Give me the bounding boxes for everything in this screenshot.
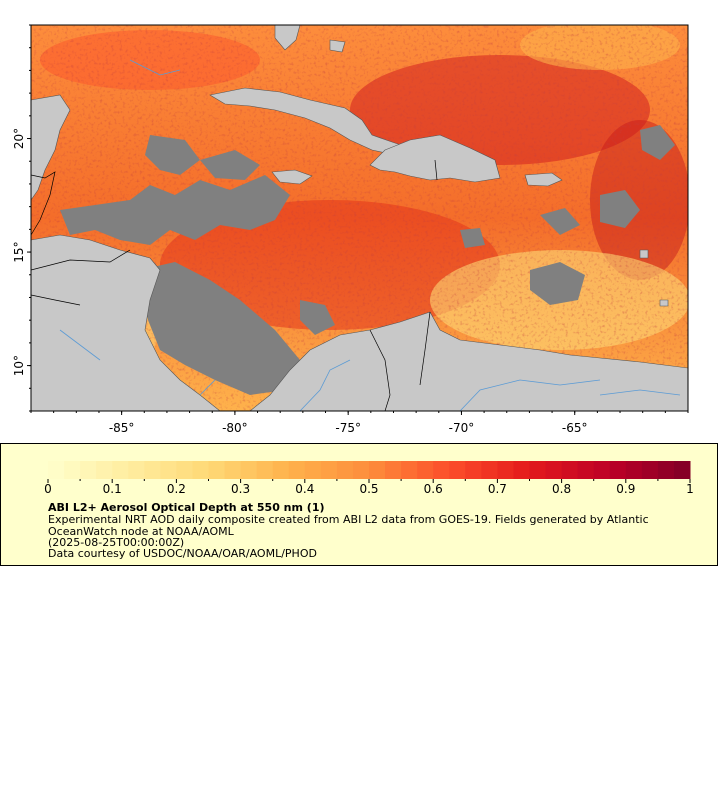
x-axis: -85° -80° -75° -70° -65°	[30, 411, 689, 435]
y-tick-label: 20°	[12, 128, 26, 149]
colorbar-tick-label: 0.3	[231, 482, 250, 496]
y-tick-label: 10°	[12, 355, 26, 376]
legend-credit: Data courtesy of USDOC/NOAA/OAR/AOML/PHO…	[48, 547, 317, 560]
colorbar-cell	[48, 461, 65, 479]
colorbar-cell	[625, 461, 643, 479]
colorbar-cell	[80, 461, 97, 479]
colorbar-tick-label: 0.8	[552, 482, 571, 496]
legend-description: Experimental NRT AOD daily composite cre…	[48, 514, 649, 537]
colorbar-tick-label: 0.6	[424, 482, 443, 496]
colorbar-ticks: 0 0.1 0.2 0.3 0.4 0.5 0.6 0.7 0.8 0.9 1	[44, 479, 694, 496]
colorbar: 0 0.1 0.2 0.3 0.4 0.5 0.6 0.7 0.8 0.9 1	[44, 461, 694, 496]
colorbar-cell	[673, 461, 691, 479]
colorbar-cell	[352, 461, 370, 479]
colorbar-cell	[433, 461, 450, 479]
land-masses	[31, 25, 688, 411]
colorbar-cell	[481, 461, 498, 479]
colorbar-cell	[336, 461, 354, 479]
country-borders	[31, 159, 438, 411]
colorbar-cell	[224, 461, 242, 479]
colorbar-cell	[304, 461, 322, 479]
colorbar-cells	[48, 461, 691, 479]
rivers	[59, 59, 681, 411]
colorbar-tick-label: 1	[686, 482, 694, 496]
y-tick-label: 15°	[12, 241, 26, 262]
x-tick-label: -80°	[222, 421, 248, 435]
colorbar-cell	[128, 461, 145, 479]
legend-description-line: OceanWatch node at NOAA/AOML	[48, 524, 234, 538]
legend-date: (2025-08-25T00:00:00Z)	[48, 536, 185, 549]
colorbar-cell	[256, 461, 274, 479]
legend-panel: 0 0.1 0.2 0.3 0.4 0.5 0.6 0.7 0.8 0.9 1 ABI L2+ Ae…	[0, 443, 718, 566]
no-data-regions	[40, 125, 675, 395]
colorbar-tick-label: 0.9	[616, 482, 635, 496]
x-tick-label: -85°	[109, 421, 135, 435]
colorbar-cell	[465, 461, 482, 479]
colorbar-cell	[64, 461, 81, 479]
colorbar-cell	[401, 461, 418, 479]
colorbar-cell	[577, 461, 595, 479]
map-plot-area	[31, 25, 688, 411]
colorbar-cell	[144, 461, 161, 479]
colorbar-cell	[609, 461, 627, 479]
colorbar-cell	[385, 461, 402, 479]
colorbar-cell	[497, 461, 514, 479]
x-tick-label: -65°	[562, 421, 588, 435]
colorbar-cell	[593, 461, 611, 479]
colorbar-cell	[641, 461, 659, 479]
legend-description-line: Experimental NRT AOD daily composite cre…	[48, 513, 649, 526]
legend-title: ABI L2+ Aerosol Optical Depth at 550 nm …	[48, 501, 325, 514]
colorbar-cell	[545, 461, 563, 479]
colorbar-tick-label: 0	[44, 482, 52, 496]
colorbar-cell	[112, 461, 129, 479]
colorbar-cell	[176, 461, 193, 479]
colorbar-cell	[513, 461, 530, 479]
colorbar-cell	[657, 461, 675, 479]
colorbar-cell	[561, 461, 579, 479]
map-frame	[30, 24, 689, 412]
y-axis: 20° 15° 10°	[12, 24, 31, 412]
colorbar-tick-label: 0.2	[167, 482, 186, 496]
colorbar-cell	[160, 461, 177, 479]
colorbar-tick-label: 0.1	[103, 482, 122, 496]
x-tick-label: -70°	[449, 421, 475, 435]
aod-map: -85° -80° -75° -70° -65° 20° 15° 10°	[12, 24, 689, 435]
colorbar-tick-label: 0.7	[488, 482, 507, 496]
colorbar-tick-label: 0.4	[295, 482, 314, 496]
map-area: -85° -80° -75° -70° -65° 20° 15° 10°	[12, 24, 689, 435]
colorbar-cell	[240, 461, 258, 479]
x-tick-label: -75°	[335, 421, 361, 435]
colorbar-tick-label: 0.5	[359, 482, 378, 496]
colorbar-cell	[529, 461, 547, 479]
colorbar-cell	[417, 461, 434, 479]
colorbar-cell	[449, 461, 466, 479]
colorbar-cell	[320, 461, 338, 479]
colorbar-cell	[192, 461, 209, 479]
colorbar-cell	[288, 461, 306, 479]
colorbar-cell	[272, 461, 290, 479]
colorbar-cell	[96, 461, 113, 479]
colorbar-cell	[369, 461, 386, 479]
colorbar-cell	[208, 461, 226, 479]
